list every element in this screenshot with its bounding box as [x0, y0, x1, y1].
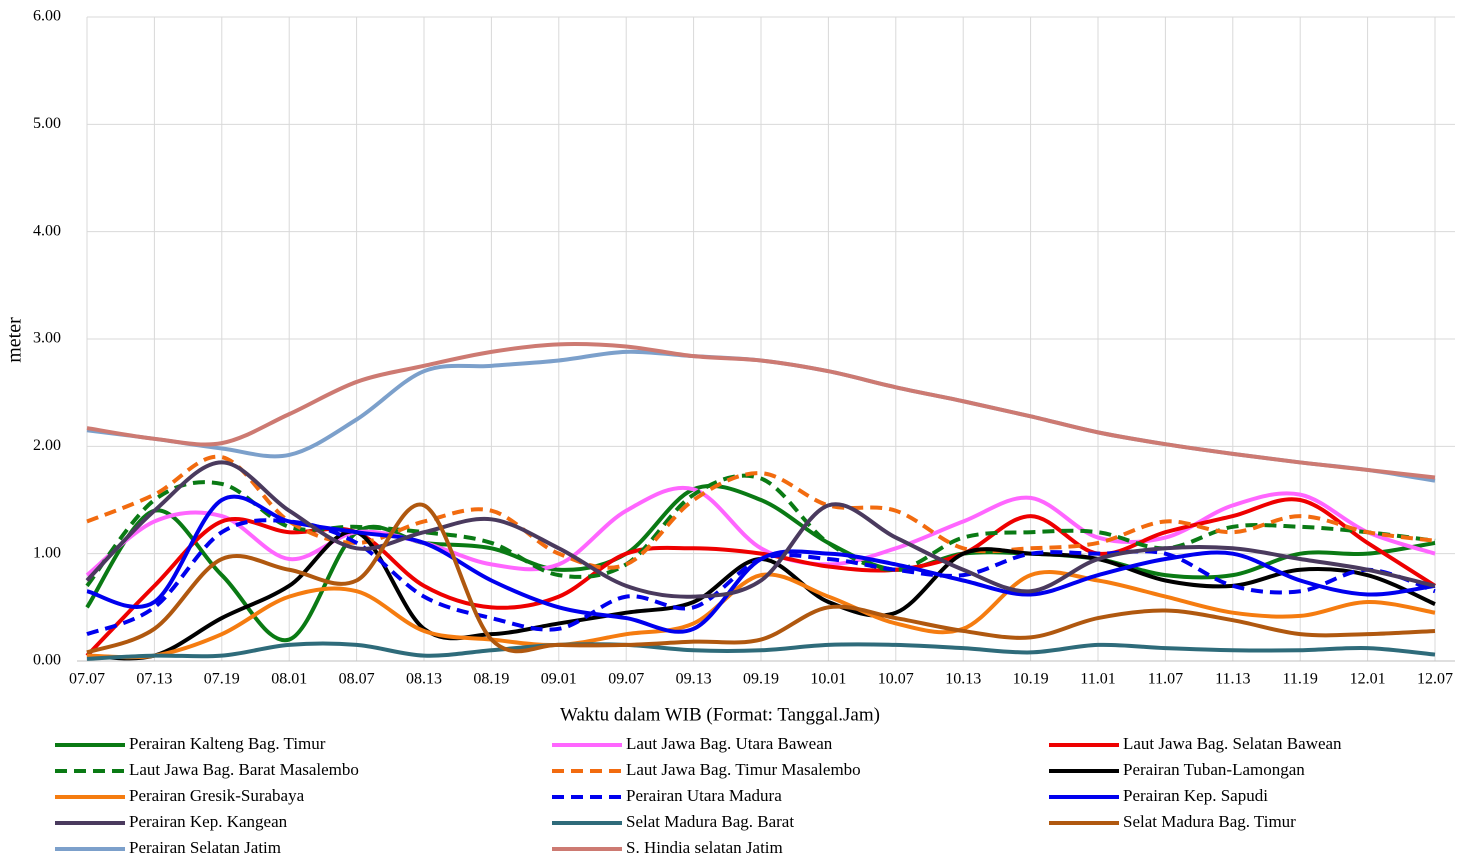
y-tick-label: 2.00 [33, 437, 61, 454]
x-tick-label: 11.13 [1215, 671, 1250, 688]
legend-label: Perairan Selatan Jatim [129, 838, 281, 857]
x-tick-label: 11.19 [1282, 671, 1317, 688]
legend-label: Laut Jawa Bag. Barat Masalembo [129, 760, 359, 779]
x-tick-label: 12.01 [1350, 671, 1386, 688]
x-tick-label: 07.19 [204, 671, 240, 688]
x-tick-label: 08.19 [473, 671, 509, 688]
y-axis-title: meter [4, 317, 26, 363]
legend-label: Perairan Kalteng Bag. Timur [129, 734, 326, 753]
x-tick-label: 12.07 [1417, 671, 1453, 688]
x-tick-label: 09.13 [676, 671, 712, 688]
x-tick-label: 09.07 [608, 671, 644, 688]
y-tick-label: 5.00 [33, 115, 61, 132]
legend-label: Perairan Utara Madura [626, 786, 782, 805]
x-tick-label: 10.07 [878, 671, 914, 688]
series-line [86, 570, 1436, 660]
series-line [85, 497, 1437, 658]
series-line [85, 485, 1436, 577]
legend-label: Perairan Gresik-Surabaya [129, 786, 305, 805]
series-line [86, 494, 1436, 634]
x-tick-label: 11.07 [1148, 671, 1183, 688]
legend-label: Selat Madura Bag. Barat [626, 812, 794, 831]
series-line [86, 342, 1436, 480]
x-tick-label: 09.01 [541, 671, 577, 688]
x-tick-label: 07.13 [136, 671, 172, 688]
x-axis-title: Waktu dalam WIB (Format: Tanggal.Jam) [560, 704, 880, 725]
legend-label: Perairan Kep. Kangean [129, 812, 288, 831]
legend-label: Perairan Kep. Sapudi [1123, 786, 1268, 805]
x-tick-label: 11.01 [1080, 671, 1115, 688]
y-tick-label: 3.00 [33, 330, 61, 347]
x-tick-label: 09.19 [743, 671, 779, 688]
x-tick-label: 10.19 [1013, 671, 1049, 688]
legend-label: S. Hindia selatan Jatim [626, 838, 783, 857]
legend-label: Laut Jawa Bag. Utara Bawean [626, 734, 833, 753]
legend: Perairan Kalteng Bag. Timur Laut Jawa Bag… [55, 734, 1342, 857]
x-tick-label: 10.13 [945, 671, 981, 688]
x-tick-label: 08.13 [406, 671, 442, 688]
x-tick-label: 08.07 [339, 671, 375, 688]
x-tick-label: 08.01 [271, 671, 307, 688]
y-tick-label: 1.00 [33, 544, 61, 561]
legend-label: Perairan Tuban-Lamongan [1123, 760, 1305, 779]
series-line [85, 473, 1436, 588]
series-line [86, 502, 1436, 655]
x-tick-label: 07.07 [69, 671, 105, 688]
series-line [85, 483, 1436, 643]
legend-label: Laut Jawa Bag. Timur Masalembo [626, 760, 861, 779]
y-tick-label: 0.00 [33, 652, 61, 669]
series-line [85, 460, 1436, 599]
legend-label: Laut Jawa Bag. Selatan Bawean [1123, 734, 1342, 753]
y-tick-label: 4.00 [33, 222, 61, 239]
series-line [86, 641, 1436, 661]
y-tick-label: 6.00 [33, 8, 61, 25]
x-tick-label: 10.01 [810, 671, 846, 688]
legend-label: Selat Madura Bag. Timur [1123, 812, 1296, 831]
